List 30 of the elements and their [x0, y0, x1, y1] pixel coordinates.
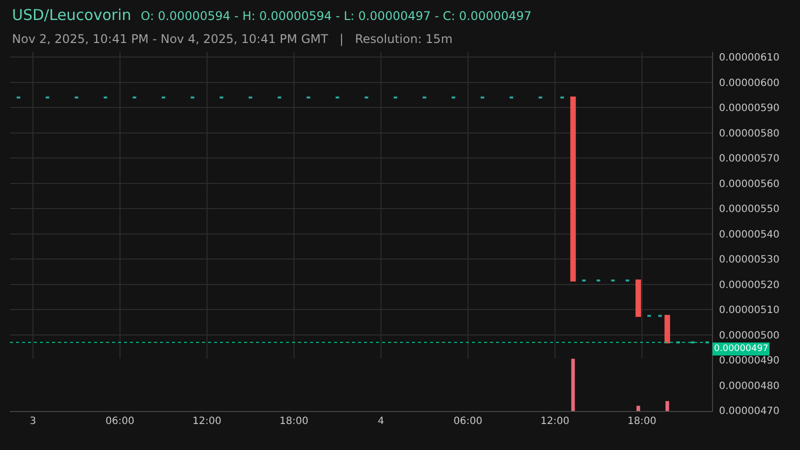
- y-tick-label: 0.00000500: [719, 330, 780, 342]
- x-tick-label: 18:00: [280, 416, 308, 427]
- x-tick-label: 06:00: [454, 416, 482, 427]
- y-tick-label: 0.00000470: [719, 406, 780, 417]
- y-tick-label: 0.00000590: [719, 103, 780, 114]
- chart-subtitle: Nov 2, 2025, 10:41 PM - Nov 4, 2025, 10:41 PM GMT | Resolution: 15m: [12, 32, 453, 46]
- text: O: 0.00000594 - H: 0.00000594 - L: 0.00000497 - C: 0.00000497: [140, 9, 532, 23]
- y-tick-label: 0.00000490: [719, 356, 780, 366]
- x-tick-label: 3: [30, 416, 36, 427]
- candlestick: [570, 96, 576, 282]
- y-tick-label: 0.00000570: [719, 154, 780, 165]
- y-tick-label: 0.00000520: [719, 280, 780, 291]
- ref-line-label: 0.00000497: [714, 344, 768, 354]
- y-tick-label: 0.00000550: [719, 204, 780, 216]
- x-tick-label: 12:00: [540, 416, 570, 427]
- x-tick-label: 06:00: [106, 416, 134, 427]
- y-tick-label: 0.00000540: [719, 229, 780, 240]
- y-tick-label: 0.00000600: [719, 78, 780, 89]
- y-tick-label: 0.00000530: [719, 254, 780, 266]
- y-tick-label: 0.00000560: [719, 178, 780, 190]
- x-tick-label: 12:00: [192, 416, 222, 427]
- y-tick-label: 0.00000480: [719, 380, 780, 392]
- y-tick-label: 0.00000610: [719, 52, 780, 64]
- candlestick: [636, 279, 642, 317]
- chart-title: USD/Leucovorin: [12, 6, 132, 24]
- y-tick-label: 0.00000510: [719, 305, 780, 316]
- y-tick-label: 0.00000580: [719, 128, 780, 140]
- candlestick: [664, 314, 670, 344]
- x-tick-label: 18:00: [628, 416, 656, 427]
- x-tick-label: 4: [378, 416, 384, 427]
